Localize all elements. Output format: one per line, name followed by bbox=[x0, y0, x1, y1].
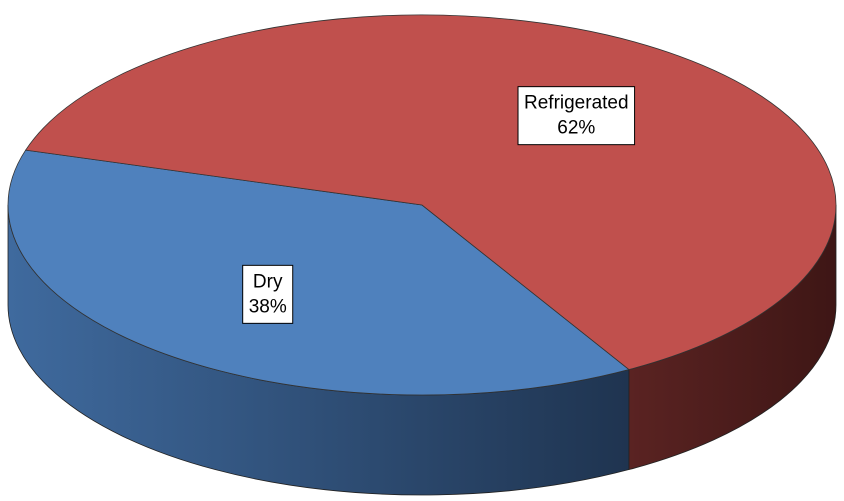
label-value: 62% bbox=[557, 118, 595, 139]
label-box bbox=[242, 264, 294, 324]
label-box bbox=[517, 86, 636, 146]
label-name: Refrigerated bbox=[524, 93, 629, 114]
data-label: Dry 38% bbox=[242, 264, 294, 324]
label-value: 38% bbox=[249, 296, 287, 317]
pie-slice bbox=[7, 149, 630, 396]
pie-tops bbox=[7, 14, 837, 396]
label-name: Dry bbox=[253, 271, 283, 292]
data-label: Refrigerated 62% bbox=[517, 86, 636, 146]
data-labels: Dry 38% Refrigerated 62% bbox=[242, 86, 636, 324]
